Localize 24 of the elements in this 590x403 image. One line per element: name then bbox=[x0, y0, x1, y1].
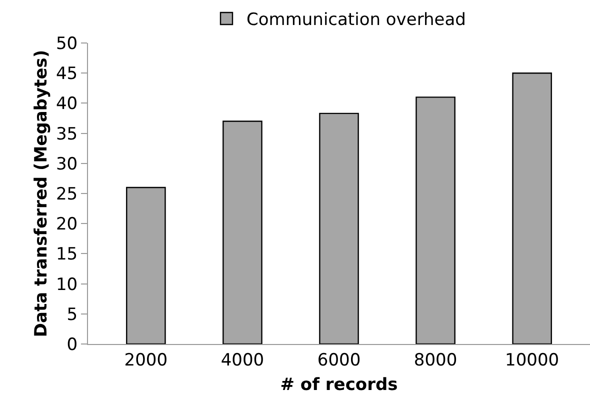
x-axis-title: # of records bbox=[280, 374, 398, 395]
y-tick-label: 0 bbox=[66, 334, 78, 355]
y-tick-label: 40 bbox=[56, 94, 78, 114]
y-tick-label: 15 bbox=[56, 244, 78, 265]
bar bbox=[512, 72, 552, 344]
y-tick-label: 10 bbox=[56, 274, 78, 295]
y-tick-label: 20 bbox=[56, 214, 78, 235]
y-axis-title: Data transferred (Megabytes) bbox=[32, 50, 52, 338]
x-tick-label: 6000 bbox=[317, 350, 361, 370]
y-tick-label: 45 bbox=[56, 64, 78, 84]
bar bbox=[126, 186, 166, 344]
y-tick-label: 30 bbox=[56, 154, 78, 174]
y-tick-label: 35 bbox=[56, 124, 78, 144]
y-tick-label: 5 bbox=[66, 304, 78, 325]
bar bbox=[222, 120, 262, 344]
bar bbox=[416, 96, 456, 344]
y-tick-label: 50 bbox=[56, 34, 78, 54]
x-tick-label: 4000 bbox=[220, 350, 264, 370]
x-tick-label: 10000 bbox=[505, 350, 560, 370]
y-tick-label: 25 bbox=[56, 184, 78, 204]
bar bbox=[319, 112, 359, 344]
x-tick-label: 2000 bbox=[124, 350, 168, 370]
legend-label: Communication overhead bbox=[246, 10, 466, 30]
x-tick-label: 8000 bbox=[414, 350, 458, 370]
